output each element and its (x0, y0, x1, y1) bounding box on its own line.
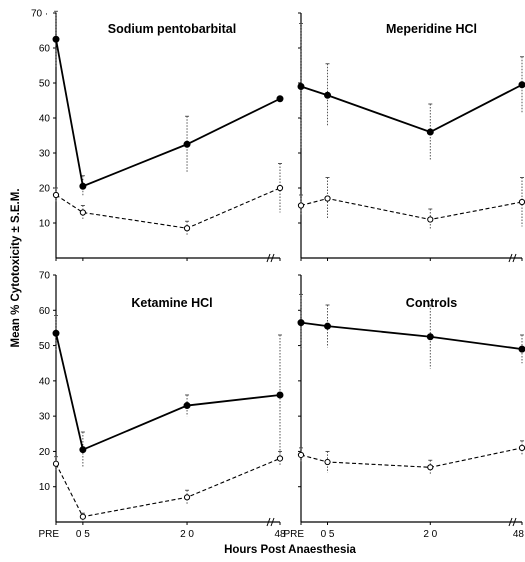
data-point-0-0-0 (52, 35, 60, 43)
data-point-1-0-1 (324, 91, 332, 99)
data-point-0-0-2 (183, 140, 191, 148)
data-point-1-1-2 (427, 216, 434, 223)
data-point-3-0-1 (324, 322, 332, 330)
axis-break-1-a (508, 253, 513, 263)
data-point-3-1-1 (324, 458, 331, 466)
data-point-3-1-3 (518, 444, 525, 451)
series-line-0-1 (55, 187, 281, 229)
y-tick-label: 30 (39, 149, 51, 160)
y-tick-label: 50 (39, 341, 51, 352)
axis-break-0-a (266, 253, 271, 263)
panel-title: Controls (406, 296, 457, 310)
y-tick-label: 70 (39, 271, 51, 282)
y-tick-label: 20 (39, 184, 51, 195)
data-point-1-0-3 (518, 81, 525, 89)
axis-break-1-b (512, 253, 517, 263)
data-point-0-0-3 (276, 95, 284, 103)
data-point-2-0-1 (79, 446, 87, 454)
panel-title: Sodium pentobarbital (108, 22, 236, 36)
data-point-2-0-0 (52, 329, 60, 337)
x-tick-label: PRE (38, 529, 59, 540)
y-tick-label: 50 (39, 79, 51, 90)
data-point-3-1-0 (297, 451, 305, 459)
x-tick-label: PRE (283, 529, 304, 540)
data-point-0-1-3 (276, 184, 284, 192)
data-point-1-0-0 (297, 83, 305, 90)
series-line-1-0 (300, 83, 523, 133)
data-point-3-0-2 (426, 333, 434, 341)
y-tick-label: 10 (39, 219, 51, 230)
data-point-0-1-2 (183, 225, 191, 232)
data-point-2-1-3 (276, 455, 284, 462)
x-tick-label: 48 (513, 529, 525, 540)
data-point-3-0-0 (297, 319, 305, 327)
axis-break-2-a (266, 517, 271, 527)
y-tick-label: 20 (39, 447, 51, 458)
data-point-0-1-0 (52, 191, 60, 199)
data-point-1-1-3 (518, 198, 525, 206)
y-tick-label: 10 (39, 482, 51, 493)
series-line-3-1 (300, 447, 523, 468)
data-point-0-1-1 (79, 209, 86, 216)
panel-title: Meperidine HCl (386, 22, 477, 36)
x-tick-label: 0 5 (76, 529, 90, 540)
y-tick-label: 60 (39, 44, 51, 55)
y-tick-label: 30 (39, 412, 51, 423)
series-line-0-0 (55, 39, 281, 188)
axis-break-2-b (270, 517, 275, 527)
series-line-3-0 (300, 321, 523, 350)
x-tick-label: 48 (274, 529, 286, 540)
data-point-2-1-0 (52, 460, 60, 467)
axis-break-0-b (270, 253, 275, 263)
x-tick-label: 2 0 (180, 529, 194, 540)
x-axis-title: Hours Post Anaesthesia (224, 544, 356, 556)
data-point-3-0-3 (518, 345, 525, 353)
data-point-2-1-2 (183, 494, 191, 501)
y-axis-title: Mean % Cytotoxicity ± S.E.M. (10, 188, 22, 347)
data-point-2-0-3 (276, 391, 284, 399)
panel-title: Ketamine HCl (131, 296, 212, 310)
panels: 10 20 30 40 50 60 70 · Sodium pentobarbital Mepe… (31, 9, 525, 540)
y-tick-label: 40 (39, 114, 51, 125)
data-point-3-1-2 (427, 464, 434, 471)
y-tick-label: 70 · (31, 9, 48, 20)
data-point-0-0-1 (79, 182, 87, 190)
series-line-2-0 (55, 333, 281, 451)
data-point-1-1-0 (297, 202, 305, 209)
data-point-1-0-2 (426, 128, 434, 136)
axis-break-3-b (512, 517, 517, 527)
axis-break-3-a (508, 517, 513, 527)
data-point-1-1-1 (324, 195, 331, 202)
data-point-2-1-1 (79, 513, 86, 520)
series-line-1-1 (300, 197, 523, 221)
x-tick-label: 0 5 (321, 529, 335, 540)
data-point-2-0-2 (183, 402, 191, 410)
x-tick-label: 2 0 (423, 529, 437, 540)
y-tick-label: 60 (39, 306, 51, 317)
series-line-2-1 (55, 457, 281, 518)
y-tick-label: 40 (39, 376, 51, 387)
